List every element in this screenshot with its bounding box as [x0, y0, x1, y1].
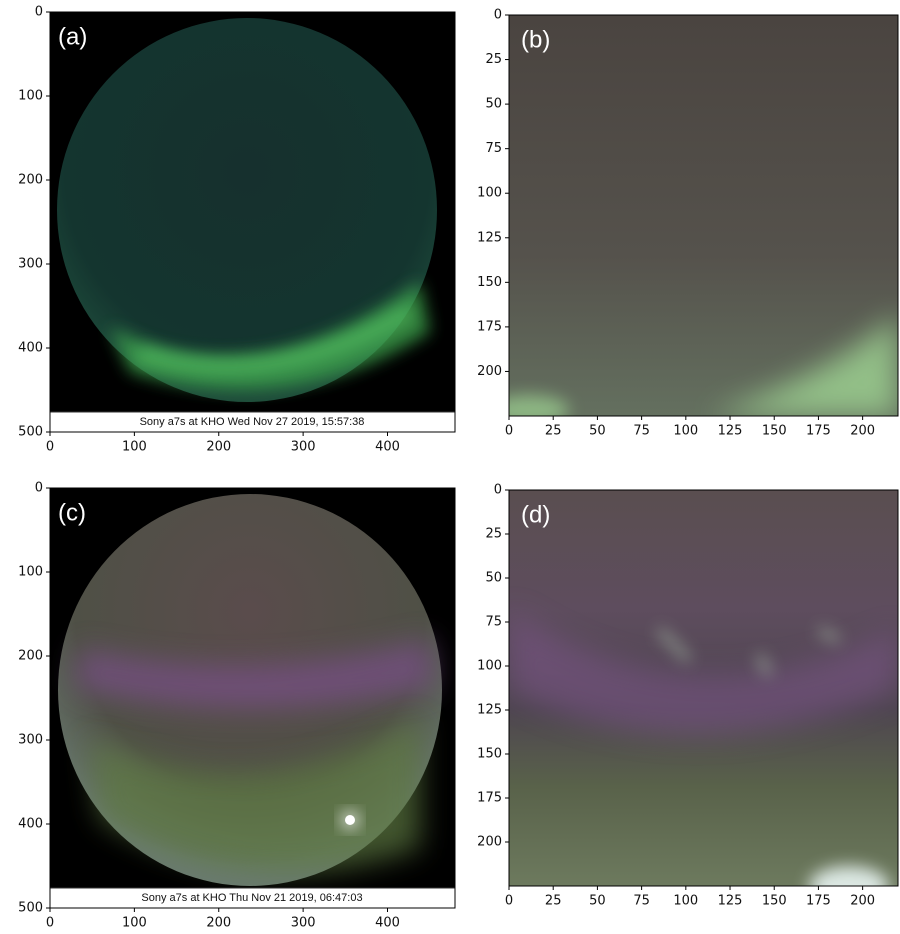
x-tick-label: 400 [375, 440, 400, 455]
y-tick-label: 500 [18, 901, 43, 916]
y-tick-label: 175 [477, 791, 502, 806]
x-tick-label: 50 [589, 894, 606, 909]
x-tick-label: 200 [850, 894, 875, 909]
y-tick-label: 150 [477, 275, 502, 290]
x-tick-label: 125 [718, 894, 743, 909]
y-tick-label: 300 [18, 733, 43, 748]
x-tick-label: 0 [505, 424, 513, 439]
y-tick-label: 200 [477, 364, 502, 379]
y-tick-label: 175 [477, 319, 502, 334]
image-caption: Sony a7s at KHO Thu Nov 21 2019, 06:47:0… [141, 892, 362, 904]
y-tick-label: 0 [35, 5, 43, 20]
y-tick-label: 125 [477, 230, 502, 245]
y-tick-label: 0 [494, 8, 502, 23]
y-tick-label: 50 [485, 97, 502, 112]
y-tick-label: 125 [477, 703, 502, 718]
y-tick-label: 100 [18, 89, 43, 104]
y-tick-label: 75 [485, 615, 502, 630]
x-tick-label: 75 [633, 894, 650, 909]
x-tick-label: 400 [375, 916, 400, 931]
panel-label: (b) [521, 26, 550, 53]
y-tick-label: 200 [18, 649, 43, 664]
all-sky-image: Sony a7s at KHO Thu Nov 21 2019, 06:47:0… [50, 488, 455, 908]
x-tick-label: 100 [122, 440, 147, 455]
x-tick-label: 25 [545, 424, 562, 439]
all-sky-image: Sony a7s at KHO Wed Nov 27 2019, 15:57:3… [50, 12, 455, 432]
x-tick-label: 175 [806, 424, 831, 439]
x-tick-label: 300 [291, 440, 316, 455]
panel-label: (d) [521, 501, 550, 528]
x-tick-label: 150 [762, 894, 787, 909]
zoom-image: (d) [509, 490, 898, 906]
y-tick-label: 100 [18, 565, 43, 580]
y-tick-label: 150 [477, 747, 502, 762]
y-tick-label: 300 [18, 257, 43, 272]
y-tick-label: 0 [35, 481, 43, 496]
y-tick-label: 200 [18, 173, 43, 188]
x-tick-label: 175 [806, 894, 831, 909]
y-tick-label: 75 [485, 141, 502, 156]
y-tick-label: 100 [477, 659, 502, 674]
y-tick-label: 400 [18, 341, 43, 356]
y-tick-label: 400 [18, 817, 43, 832]
y-tick-label: 200 [477, 835, 502, 850]
x-tick-label: 150 [762, 424, 787, 439]
x-tick-label: 0 [46, 440, 54, 455]
y-tick-label: 500 [18, 425, 43, 440]
x-tick-label: 50 [589, 424, 606, 439]
x-tick-label: 125 [718, 424, 743, 439]
x-tick-label: 300 [291, 916, 316, 931]
y-tick-label: 25 [485, 527, 502, 542]
x-tick-label: 200 [206, 916, 231, 931]
x-tick-label: 100 [122, 916, 147, 931]
panel-label: (c) [58, 499, 86, 526]
x-tick-label: 100 [673, 894, 698, 909]
x-tick-label: 75 [633, 424, 650, 439]
y-tick-label: 0 [494, 483, 502, 498]
x-tick-label: 200 [850, 424, 875, 439]
zoom-image: (b) [489, 15, 898, 425]
y-tick-label: 25 [485, 52, 502, 67]
x-tick-label: 0 [46, 916, 54, 931]
x-tick-label: 200 [206, 440, 231, 455]
x-tick-label: 25 [545, 894, 562, 909]
panel-label: (a) [58, 23, 87, 50]
y-tick-label: 50 [485, 571, 502, 586]
y-tick-label: 100 [477, 186, 502, 201]
x-tick-label: 100 [673, 424, 698, 439]
figure: Sony a7s at KHO Wed Nov 27 2019, 15:57:3… [0, 0, 900, 934]
x-tick-label: 0 [505, 894, 513, 909]
image-caption: Sony a7s at KHO Wed Nov 27 2019, 15:57:3… [140, 416, 365, 428]
